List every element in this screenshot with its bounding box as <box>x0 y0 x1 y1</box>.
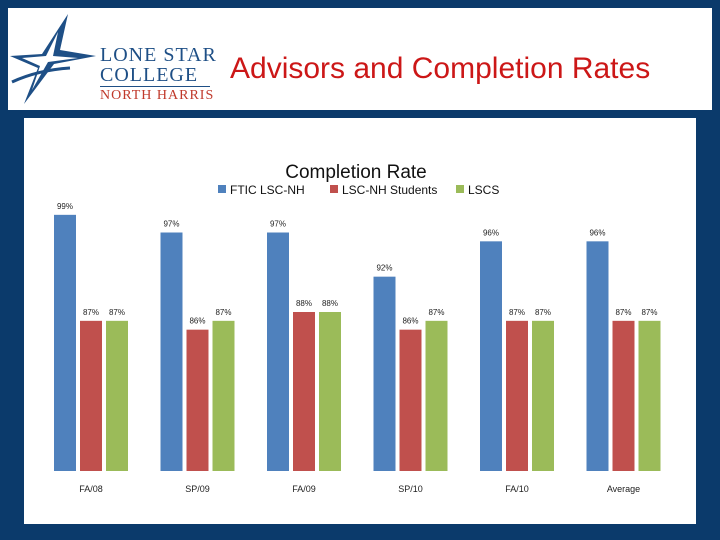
legend-label: FTIC LSC-NH <box>230 183 305 197</box>
data-label: 97% <box>270 220 286 229</box>
data-label: 92% <box>376 264 392 273</box>
data-label: 88% <box>296 299 312 308</box>
bar <box>54 214 76 471</box>
legend-label: LSC-NH Students <box>342 183 437 197</box>
college-logo: LONE STAR COLLEGE NORTH HARRIS <box>8 8 216 106</box>
header-band <box>8 8 712 110</box>
data-label: 86% <box>189 317 205 326</box>
logo-line-2: COLLEGE <box>100 64 199 86</box>
legend-swatch <box>456 185 464 193</box>
bar <box>186 329 209 471</box>
data-label: 87% <box>641 308 657 317</box>
bar <box>638 320 661 471</box>
chart-title: Completion Rate <box>285 162 427 183</box>
bar <box>532 320 554 471</box>
bar <box>160 232 183 471</box>
data-label: 87% <box>509 308 525 317</box>
chart-x-axis-labels: FA/08 SP/09 FA/09 SP/10 FA/10 Average <box>79 484 640 494</box>
logo-line-1: LONE STAR <box>100 44 217 66</box>
x-tick-label: SP/10 <box>398 484 423 494</box>
data-label: 99% <box>57 202 73 211</box>
x-tick-label: FA/10 <box>505 484 529 494</box>
data-label: 88% <box>322 299 338 308</box>
bar <box>612 320 635 471</box>
legend-label: LSCS <box>468 183 499 197</box>
x-tick-label: FA/09 <box>292 484 316 494</box>
data-label: 87% <box>535 308 551 317</box>
bar <box>212 320 235 471</box>
data-label: 96% <box>483 228 499 237</box>
x-tick-label: Average <box>607 484 640 494</box>
data-label: 87% <box>428 308 444 317</box>
bar <box>586 241 609 471</box>
bar <box>267 232 289 471</box>
chart-panel: Completion Rate FTIC LSC-NH LSC-NH Studen… <box>24 118 696 524</box>
data-label: 97% <box>163 220 179 229</box>
completion-rate-chart: Completion Rate FTIC LSC-NH LSC-NH Studen… <box>54 162 661 494</box>
chart-legend: FTIC LSC-NH LSC-NH Students LSCS <box>218 183 499 197</box>
bar <box>506 320 528 471</box>
page-title: Advisors and Completion Rates <box>230 52 651 85</box>
logo-divider <box>100 86 210 87</box>
data-label: 87% <box>109 308 125 317</box>
chart-bars: 99% 87% 87% 97% 86% 87% 97% 88% 88% 92% 86% 87% 96% 8… <box>54 202 661 471</box>
data-label: 96% <box>589 228 605 237</box>
bar <box>373 276 396 471</box>
legend-swatch <box>218 185 226 193</box>
bar <box>425 320 448 471</box>
x-tick-label: FA/08 <box>79 484 103 494</box>
bar <box>106 320 128 471</box>
bar <box>80 320 102 471</box>
logo-line-3: NORTH HARRIS <box>100 88 215 103</box>
data-label: 87% <box>215 308 231 317</box>
data-label: 87% <box>83 308 99 317</box>
bar <box>480 241 502 471</box>
bar <box>399 329 422 471</box>
star-icon <box>10 14 96 104</box>
data-label: 87% <box>615 308 631 317</box>
legend-swatch <box>330 185 338 193</box>
data-label: 86% <box>402 317 418 326</box>
bar <box>293 312 315 471</box>
x-tick-label: SP/09 <box>185 484 210 494</box>
bar <box>319 312 341 471</box>
